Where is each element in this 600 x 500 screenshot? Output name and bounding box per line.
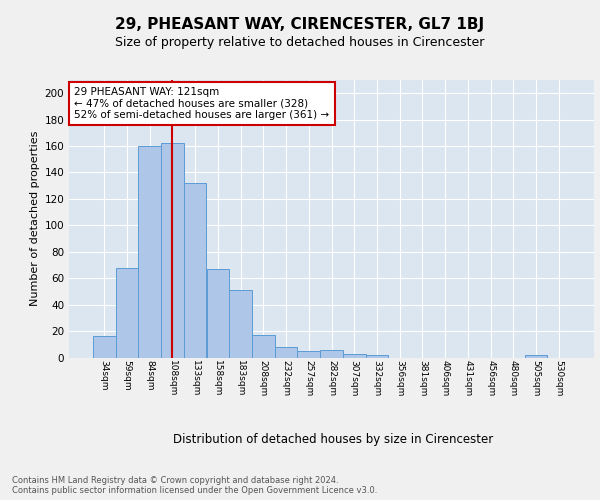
Bar [252,335,275,357]
Bar [229,290,252,358]
Text: Distribution of detached houses by size in Cirencester: Distribution of detached houses by size … [173,432,493,446]
Bar [320,350,343,358]
Bar [275,347,298,358]
Bar [139,146,161,358]
Text: Size of property relative to detached houses in Cirencester: Size of property relative to detached ho… [115,36,485,49]
Bar [161,144,184,358]
Bar [298,351,320,358]
Bar [184,183,206,358]
Bar [116,268,139,358]
Text: Contains HM Land Registry data © Crown copyright and database right 2024.
Contai: Contains HM Land Registry data © Crown c… [12,476,377,495]
Text: 29 PHEASANT WAY: 121sqm
← 47% of detached houses are smaller (328)
52% of semi-d: 29 PHEASANT WAY: 121sqm ← 47% of detache… [74,87,329,120]
Bar [93,336,116,357]
Bar [206,269,229,358]
Bar [524,355,547,358]
Text: 29, PHEASANT WAY, CIRENCESTER, GL7 1BJ: 29, PHEASANT WAY, CIRENCESTER, GL7 1BJ [115,18,485,32]
Y-axis label: Number of detached properties: Number of detached properties [30,131,40,306]
Bar [365,355,388,358]
Bar [343,354,365,358]
